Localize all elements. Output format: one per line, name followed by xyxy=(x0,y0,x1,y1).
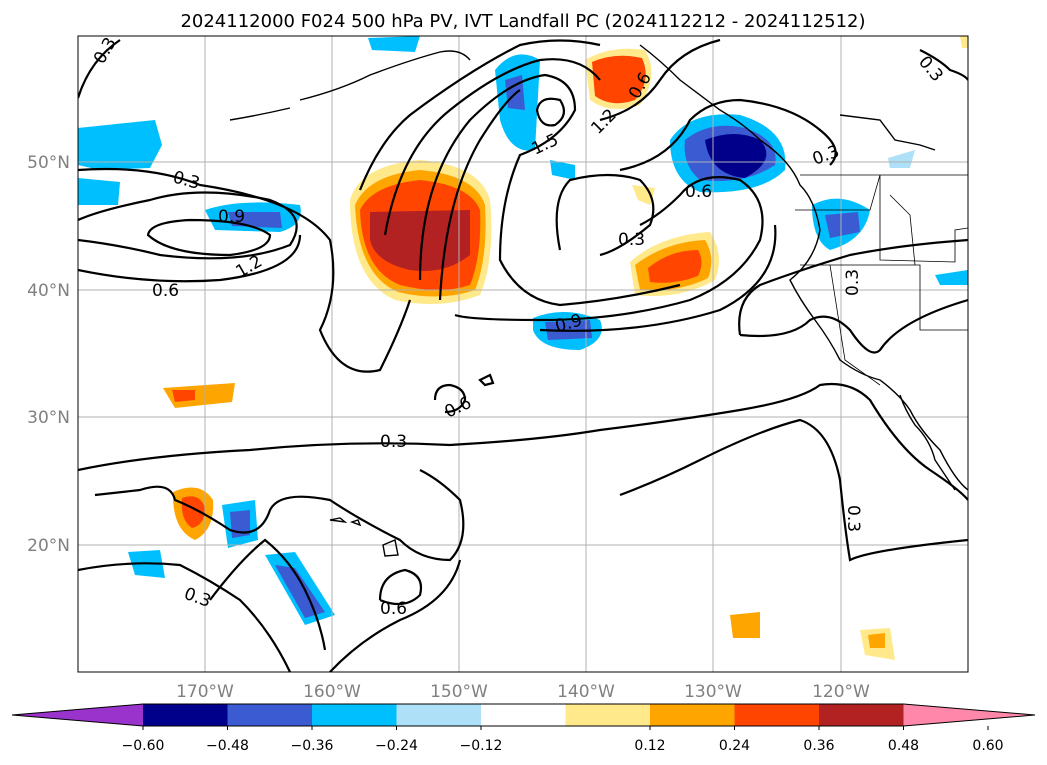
figure-title: 2024112000 F024 500 hPa PV, IVT Landfall… xyxy=(180,11,865,32)
lon-label: 160°W xyxy=(303,682,361,702)
lon-label: 120°W xyxy=(812,682,870,702)
lat-label: 20°N xyxy=(27,536,70,556)
political-borders xyxy=(795,174,968,386)
colorbar-segment xyxy=(650,704,735,726)
lat-label: 30°N xyxy=(27,408,70,428)
colorbar-tick-label: −0.24 xyxy=(375,738,418,754)
latitude-labels: 50°N 40°N 30°N 20°N xyxy=(27,153,70,556)
colorbar-segment xyxy=(396,704,482,726)
map-frame xyxy=(77,35,969,673)
map-content xyxy=(78,36,968,672)
colorbar-tick-label: 0.60 xyxy=(972,738,1003,754)
colorbar-segment xyxy=(481,704,566,726)
positive-anomaly-fill xyxy=(163,36,968,660)
colorbar: −0.60 −0.48 −0.36 −0.24 −0.12 0.12 0.24 0.36 0.4… xyxy=(11,703,1036,754)
colorbar-tick-label: −0.60 xyxy=(122,738,165,754)
contour-label: 0.9 xyxy=(218,207,245,227)
colorbar-tick-label: 0.12 xyxy=(634,738,665,754)
contour-label: 0.3 xyxy=(843,505,863,532)
colorbar-extension-high xyxy=(903,704,1035,726)
lon-label: 130°W xyxy=(684,682,742,702)
lon-label: 150°W xyxy=(430,682,488,702)
contour-label: 0.6 xyxy=(152,281,179,301)
colorbar-segment xyxy=(312,704,397,726)
colorbar-tick-label: −0.36 xyxy=(291,738,334,754)
colorbar-extension-low xyxy=(12,704,143,726)
lat-label: 40°N xyxy=(27,281,70,301)
colorbar-tick-label: −0.48 xyxy=(206,738,249,754)
pv-contours xyxy=(78,38,968,672)
colorbar-segment xyxy=(143,704,228,726)
contour-label: 0.6 xyxy=(685,182,712,202)
lon-label: 170°W xyxy=(176,682,234,702)
colorbar-segment xyxy=(734,704,820,726)
colorbar-segment xyxy=(565,704,651,726)
lat-label: 50°N xyxy=(27,153,70,173)
colorbar-tick-label: −0.12 xyxy=(460,738,503,754)
colorbar-tick-label: 0.48 xyxy=(888,738,919,754)
lon-label: 140°W xyxy=(557,682,615,702)
contour-label: 0.6 xyxy=(380,599,407,619)
colorbar-tick-label: 0.24 xyxy=(719,738,750,754)
colorbar-segment xyxy=(227,704,313,726)
coastlines xyxy=(229,44,968,557)
contour-label: 0.3 xyxy=(618,230,645,250)
contour-label: 0.3 xyxy=(843,269,863,296)
longitude-labels: 170°W 160°W 150°W 140°W 130°W 120°W xyxy=(176,682,870,702)
contour-label: 0.3 xyxy=(380,432,407,452)
colorbar-tick-label: 0.36 xyxy=(803,738,834,754)
colorbar-segment xyxy=(819,704,904,726)
